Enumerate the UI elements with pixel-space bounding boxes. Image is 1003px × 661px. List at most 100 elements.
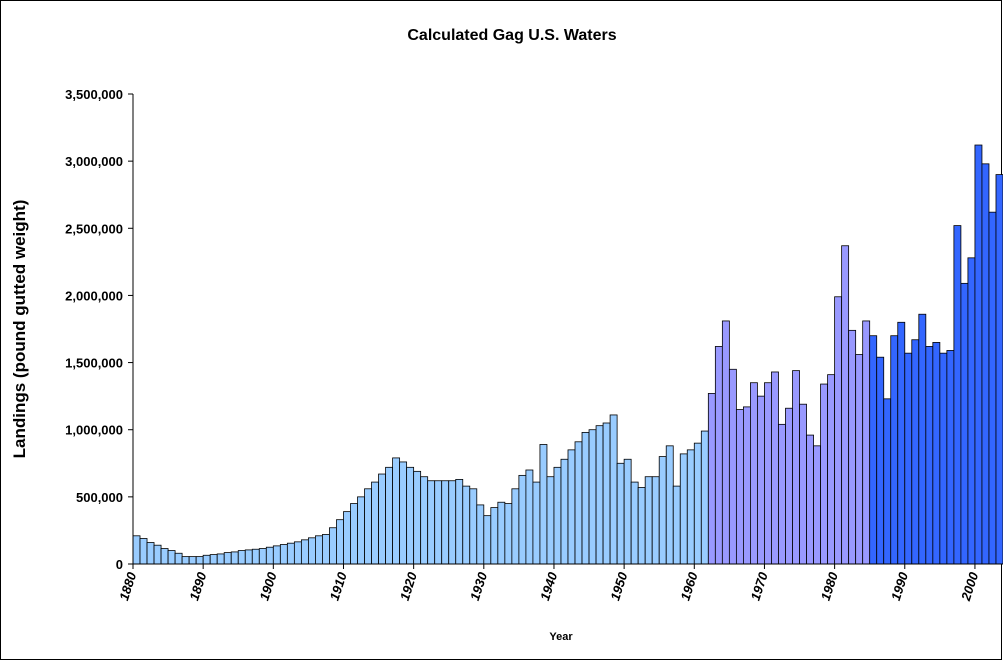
- bar: [602, 422, 611, 565]
- bar: [637, 487, 646, 565]
- bar: [272, 545, 281, 565]
- bar: [595, 425, 604, 565]
- bar: [988, 211, 997, 565]
- chart-title: Calculated Gag U.S. Waters: [407, 27, 616, 44]
- bar: [371, 481, 379, 565]
- y-tick-label: 3,000,000: [65, 154, 123, 169]
- bar: [181, 556, 190, 565]
- bar: [251, 548, 260, 565]
- bar: [735, 409, 744, 565]
- bar: [357, 496, 365, 565]
- bar: [378, 473, 386, 565]
- bar: [160, 548, 169, 565]
- bar: [223, 552, 232, 565]
- bar: [820, 383, 828, 565]
- bar: [504, 503, 513, 565]
- y-tick-label: 500,000: [76, 490, 123, 505]
- bar: [728, 368, 737, 565]
- bar: [230, 551, 239, 565]
- bar: [209, 554, 218, 565]
- bar: [792, 370, 800, 565]
- bar: [764, 382, 772, 565]
- bar: [616, 462, 625, 565]
- bar: [665, 445, 674, 565]
- bar: [574, 441, 583, 565]
- bar: [967, 257, 976, 565]
- bar: [848, 329, 857, 565]
- bar: [939, 352, 948, 565]
- bar: [862, 320, 871, 565]
- bar: [343, 511, 351, 565]
- bar: [925, 346, 934, 565]
- bar: [981, 163, 990, 565]
- y-axis-title: Landings (pound gutted weight): [10, 200, 29, 459]
- bar: [462, 485, 471, 565]
- bar: [672, 485, 681, 565]
- bar: [841, 245, 850, 565]
- bar: [350, 503, 358, 565]
- bar: [532, 481, 541, 565]
- bar: [883, 398, 892, 565]
- bar: [560, 458, 569, 565]
- bar: [785, 407, 793, 565]
- bar: [623, 458, 632, 565]
- bar: [539, 444, 548, 565]
- bar: [286, 542, 295, 565]
- bar: [174, 552, 183, 565]
- bar: [469, 488, 478, 565]
- bar: [490, 507, 499, 565]
- bar: [497, 501, 506, 565]
- y-tick-label: 2,000,000: [65, 288, 123, 303]
- bar: [995, 174, 1003, 565]
- bar: [525, 469, 534, 565]
- bar: [279, 544, 288, 565]
- bar: [546, 476, 555, 565]
- y-tick-label: 3,500,000: [65, 87, 123, 102]
- bar: [799, 403, 807, 565]
- bar: [714, 346, 723, 565]
- bar: [813, 445, 821, 565]
- bar: [658, 456, 667, 565]
- bar: [202, 554, 211, 565]
- bar: [476, 504, 485, 565]
- bar: [364, 488, 372, 565]
- bar: [300, 539, 309, 565]
- bar: [918, 313, 927, 565]
- bar: [743, 406, 751, 565]
- bar: [700, 430, 709, 565]
- bar: [553, 466, 562, 565]
- bar: [890, 335, 899, 565]
- bar: [679, 453, 688, 565]
- bar: [441, 480, 450, 565]
- bar: [946, 350, 955, 565]
- bar: [827, 374, 836, 565]
- y-tick-label: 2,500,000: [65, 221, 123, 236]
- bar: [336, 519, 344, 565]
- bar: [329, 527, 337, 565]
- bar: [707, 393, 716, 565]
- bar: [834, 296, 843, 565]
- bar: [757, 395, 765, 565]
- bar: [385, 466, 393, 565]
- bar: [953, 225, 962, 565]
- bar: [855, 354, 864, 565]
- bar: [308, 537, 316, 565]
- bar: [778, 423, 786, 565]
- bar: [630, 481, 639, 565]
- bar: [434, 480, 443, 565]
- bar: [293, 541, 302, 565]
- bar: [588, 429, 597, 565]
- bar: [237, 550, 246, 565]
- bar: [644, 476, 653, 565]
- bar: [322, 534, 330, 565]
- bar: [258, 548, 267, 565]
- bar: [567, 449, 576, 565]
- bar: [265, 546, 274, 565]
- bar: [413, 470, 422, 565]
- bar: [132, 535, 141, 565]
- bar: [876, 356, 885, 565]
- bar: [455, 478, 464, 565]
- bar: [392, 457, 401, 565]
- bar: [315, 535, 323, 565]
